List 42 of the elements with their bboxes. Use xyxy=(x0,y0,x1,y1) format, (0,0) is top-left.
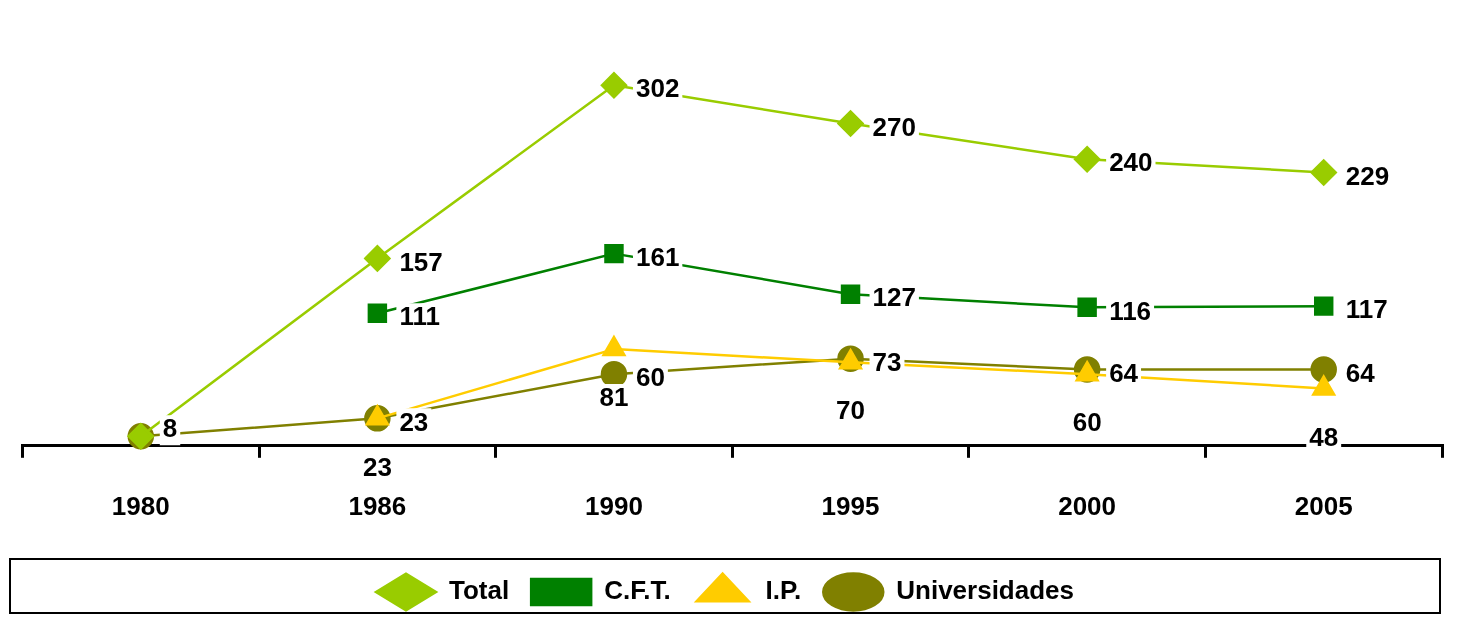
point xyxy=(1310,159,1337,186)
x-tick-label: 2005 xyxy=(1294,490,1353,521)
data-label: 23 xyxy=(399,406,429,437)
point xyxy=(1310,356,1337,383)
legend-label: Total xyxy=(448,575,510,606)
data-label: 8 xyxy=(162,413,178,444)
data-label: 161 xyxy=(635,241,680,272)
data-label: 229 xyxy=(1345,160,1390,191)
x-tick-label: 2000 xyxy=(1058,490,1117,521)
data-label: 48 xyxy=(1309,421,1339,452)
data-label: 60 xyxy=(1072,407,1102,438)
point xyxy=(367,303,388,324)
data-label: 270 xyxy=(872,111,916,142)
point xyxy=(364,245,391,272)
point xyxy=(840,284,861,304)
point xyxy=(1077,297,1097,318)
legend-label: Universidades xyxy=(896,575,1075,606)
data-label: 64 xyxy=(1345,357,1376,388)
x-tick-label: 1986 xyxy=(348,490,407,521)
point xyxy=(600,72,628,99)
point xyxy=(1073,146,1101,173)
data-label: 157 xyxy=(399,246,443,277)
data-label: 81 xyxy=(599,382,629,413)
data-label: 127 xyxy=(872,282,916,313)
data-label: 116 xyxy=(1109,295,1152,326)
x-tick-label: 1995 xyxy=(821,490,880,521)
data-label: 117 xyxy=(1345,294,1388,325)
data-label: 64 xyxy=(1109,357,1139,388)
data-label: 60 xyxy=(635,362,665,393)
legend-label: I.P. xyxy=(765,575,802,606)
data-label: 23 xyxy=(362,451,392,482)
data-label: 302 xyxy=(635,73,680,104)
data-label: 70 xyxy=(836,395,865,426)
point xyxy=(604,243,624,264)
data-label: 73 xyxy=(872,346,902,377)
x-tick-label: 1980 xyxy=(111,490,170,521)
point xyxy=(837,110,864,137)
data-label: 111 xyxy=(399,301,440,332)
legend-label: C.F.T. xyxy=(604,575,671,606)
data-label: 240 xyxy=(1109,147,1153,178)
x-tick-label: 1990 xyxy=(585,490,643,521)
point xyxy=(1313,296,1334,316)
